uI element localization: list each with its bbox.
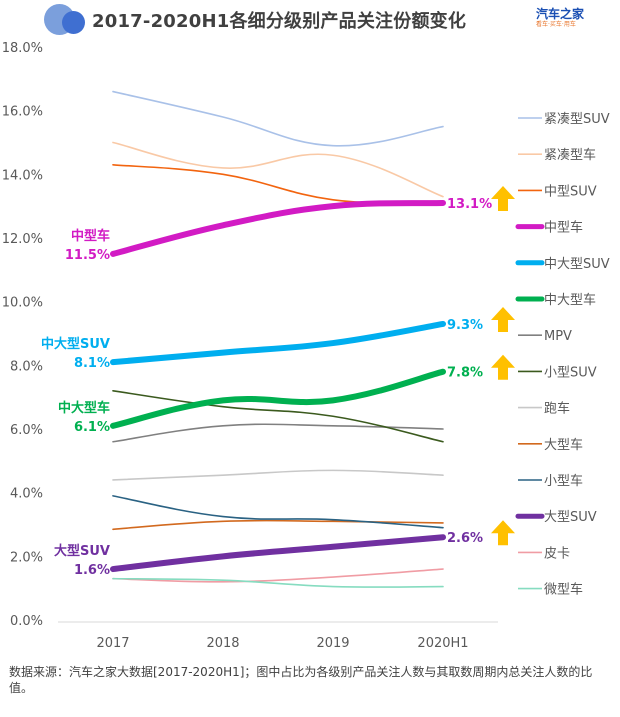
series-line-14 [112, 577, 444, 588]
series-line-13 [112, 568, 444, 583]
y-tick-label: 16.0% [2, 105, 43, 120]
brand-tagline: 看车·买车·用车 [536, 21, 576, 28]
brand-name: 汽车之家 [536, 7, 585, 21]
legend-label: 大型SUV [544, 510, 597, 525]
y-tick-label: 8.0% [10, 359, 43, 374]
trend-up-arrow-icon [491, 520, 515, 546]
series-start-name-label: 中大型SUV [41, 336, 110, 352]
legend-label: 中大型车 [544, 292, 596, 308]
brand-logo: 汽车之家 看车·买车·用车 [536, 8, 584, 29]
y-tick-label: 10.0% [2, 296, 43, 311]
legend-label: MPV [544, 329, 572, 344]
y-tick-label: 0.0% [10, 614, 43, 629]
x-tick-label: 2018 [206, 636, 239, 651]
legend-label: 中型SUV [544, 184, 597, 199]
trend-up-arrow-icon [491, 354, 515, 380]
legend-label: 中大型SUV [544, 257, 610, 272]
series-line-10 [112, 519, 444, 531]
legend-label: 皮卡 [544, 546, 570, 561]
x-tick-label: 2017 [96, 636, 129, 651]
start-value-label: 11.5% [65, 248, 110, 263]
legend-label: 微型车 [544, 582, 583, 598]
series-line-6 [110, 368, 446, 429]
bubble-small [62, 11, 85, 34]
x-tick-label: 2020H1 [417, 636, 468, 651]
trend-up-arrow-icon [491, 306, 515, 332]
series-start-name-label: 中型车 [71, 228, 110, 244]
series-line-7 [112, 423, 444, 443]
series-line-12 [110, 534, 446, 573]
legend-label: 小型SUV [544, 365, 597, 380]
start-value-label: 1.6% [74, 563, 110, 578]
y-tick-label: 4.0% [10, 487, 43, 502]
legend-label: 紧凑型车 [544, 147, 596, 163]
series-line-9 [112, 469, 444, 481]
series-line-2 [112, 141, 444, 198]
y-tick-label: 14.0% [2, 168, 43, 183]
series-line-11 [112, 495, 444, 529]
end-value-label: 9.3% [447, 318, 483, 333]
legend-label: 大型车 [544, 437, 583, 453]
line-chart: 0.0% 2.0% 4.0% 6.0% 8.0% 10.0% 12.0% 14.0% 16.0%… [2, 41, 610, 651]
series-line-3 [112, 163, 444, 205]
y-tick-label: 6.0% [10, 423, 43, 438]
series-start-name-label: 大型SUV [54, 543, 110, 559]
y-tick-label: 2.0% [10, 550, 43, 565]
trend-up-arrow-icon [491, 185, 515, 211]
end-value-label: 2.6% [447, 531, 483, 546]
legend-label: 跑车 [544, 401, 570, 417]
series-line-5 [110, 320, 446, 366]
chart-title: 2017-2020H1各细分级别产品关注份额变化 [92, 11, 467, 32]
legend-label: 小型车 [544, 473, 583, 489]
end-value-label: 7.8% [447, 366, 483, 381]
data-source-note: 数据来源：汽车之家大数据[2017-2020H1]；图中占比为各级别产品关注人数… [9, 665, 593, 695]
x-tick-label: 2019 [316, 636, 349, 651]
y-tick-label: 18.0% [2, 41, 43, 56]
start-value-label: 6.1% [74, 420, 110, 435]
legend-label: 中型车 [544, 220, 583, 236]
y-tick-label: 12.0% [2, 232, 43, 247]
chart-header: 2017-2020H1各细分级别产品关注份额变化 [44, 2, 466, 38]
series-line-8 [112, 390, 444, 443]
end-value-label: 13.1% [447, 197, 492, 212]
series-start-name-label: 中大型车 [58, 400, 110, 416]
legend-label: 紧凑型SUV [544, 112, 610, 127]
series-line-4 [110, 199, 446, 257]
title-bubbles-icon [44, 3, 88, 37]
start-value-label: 8.1% [74, 356, 110, 371]
series-line-1 [112, 90, 444, 147]
